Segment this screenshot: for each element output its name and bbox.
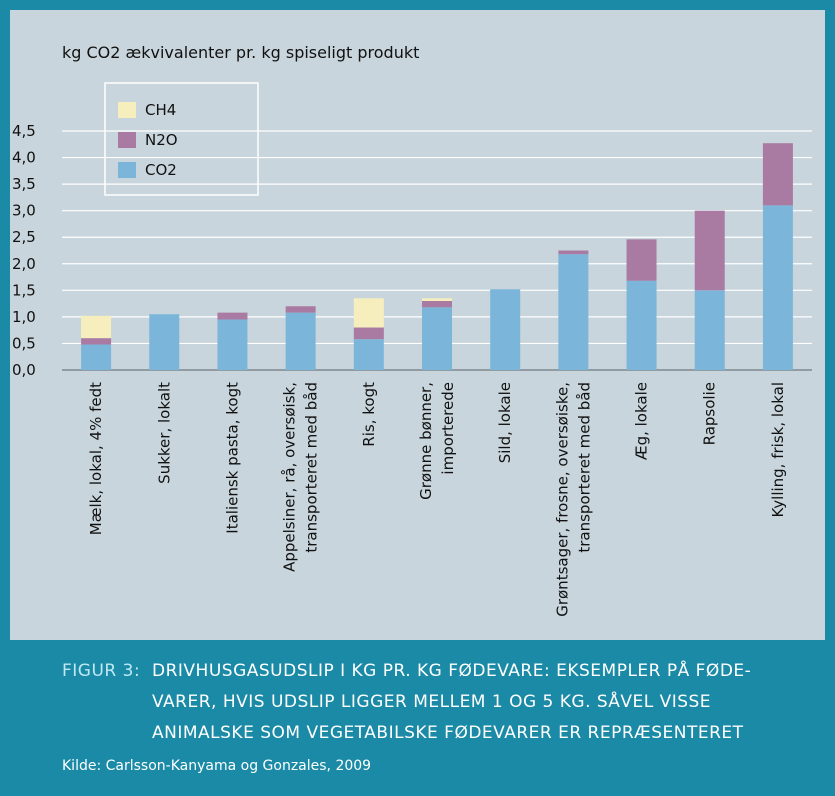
x-tick-line: Grøntsager, frosne, oversøiske, [553, 382, 571, 617]
y-tick-label: 2,0 [12, 255, 36, 273]
legend-label: CH4 [145, 101, 176, 119]
y-tick-label: 4,5 [12, 122, 36, 140]
caption-source: Kilde: Carlsson-Kanyama og Gonzales, 200… [62, 758, 371, 774]
x-tick-line: Rapsolie [701, 382, 719, 445]
legend-label: N2O [145, 131, 178, 149]
bar-segment [217, 312, 248, 320]
x-tick-label: Ris, kogt [360, 382, 378, 447]
bar-segment [81, 315, 112, 339]
x-tick-label: Rapsolie [701, 382, 719, 445]
y-tick-label: 1,0 [12, 308, 36, 326]
y-tick-label: 3,5 [12, 175, 36, 193]
plot-panel [10, 10, 825, 640]
bar-segment [422, 300, 452, 308]
bar-segment [490, 289, 521, 370]
x-tick-line: Mælk, lokal, 4% fedt [87, 382, 105, 535]
bar-segment [422, 307, 452, 370]
legend-swatch [118, 162, 136, 178]
bar-segment [353, 298, 384, 328]
bar-segment [422, 298, 452, 301]
bar-segment [217, 319, 248, 370]
x-tick-label: Sukker, lokalt [155, 382, 173, 484]
x-tick-label: Italiensk pasta, kogt [223, 382, 241, 534]
bar-segment [285, 312, 316, 370]
x-tick-line: transporteret med båd [575, 382, 593, 553]
x-tick-line: Sild, lokale [496, 382, 514, 463]
caption-line: VARER, HVIS UDSLIP LIGGER MELLEM 1 OG 5 … [152, 690, 711, 712]
y-tick-label: 1,5 [12, 281, 36, 299]
bar-segment [353, 339, 384, 370]
bar-segment [558, 254, 589, 370]
x-tick-line: importerede [439, 382, 457, 475]
legend-box [104, 82, 259, 196]
bar-segment [353, 327, 384, 340]
bar-segment [81, 344, 112, 370]
x-tick-label: Mælk, lokal, 4% fedt [87, 382, 105, 535]
bar-segment [558, 250, 589, 255]
bar-segment [285, 306, 316, 313]
bar-segment [694, 290, 725, 370]
bar-segment [149, 314, 180, 370]
x-tick-line: Kylling, frisk, lokal [769, 382, 787, 517]
x-tick-line: Æg, lokale [633, 382, 651, 460]
caption-line: DRIVHUSGASUDSLIP I KG PR. KG FØDEVARE: E… [152, 659, 751, 681]
x-tick-line: Italiensk pasta, kogt [223, 382, 241, 534]
x-tick-label: Grønne bønner, importerede [417, 382, 457, 500]
x-tick-line: Sukker, lokalt [155, 382, 173, 484]
legend-label: CO2 [145, 161, 177, 179]
x-tick-label: Æg, lokale [633, 382, 651, 460]
y-tick-label: 4,0 [12, 149, 36, 167]
caption-line: ANIMALSKE SOM VEGETABILSKE FØDEVARER ER … [152, 723, 744, 743]
bar-segment [694, 210, 725, 291]
y-tick-label: 0,5 [12, 334, 36, 352]
x-tick-label: Kylling, frisk, lokal [769, 382, 787, 517]
y-tick-label: 3,0 [12, 202, 36, 220]
bar-segment [626, 280, 657, 370]
bar-segment [626, 239, 657, 281]
bar-segment [762, 143, 793, 206]
bar-segment [762, 205, 793, 370]
x-tick-label: Sild, lokale [496, 382, 514, 463]
x-tick-label: Grøntsager, frosne, oversøiske, transport… [553, 382, 593, 617]
x-tick-line: Appelsiner, rå, oversøisk, [281, 382, 299, 572]
bar-segment [81, 338, 112, 345]
x-tick-label: Appelsiner, rå, oversøisk, transporteret … [281, 382, 321, 572]
legend-swatch [118, 132, 136, 148]
y-tick-label: 2,5 [12, 228, 36, 246]
x-tick-line: Grønne bønner, [417, 382, 435, 500]
x-tick-line: transporteret med båd [303, 382, 321, 553]
y-tick-label: 0,0 [12, 361, 36, 379]
legend-swatch [118, 102, 136, 118]
x-tick-line: Ris, kogt [360, 382, 378, 447]
caption-label: FIGUR 3: [62, 661, 140, 681]
y-axis-title: kg CO2 ækvivalenter pr. kg spiseligt pro… [62, 43, 419, 62]
